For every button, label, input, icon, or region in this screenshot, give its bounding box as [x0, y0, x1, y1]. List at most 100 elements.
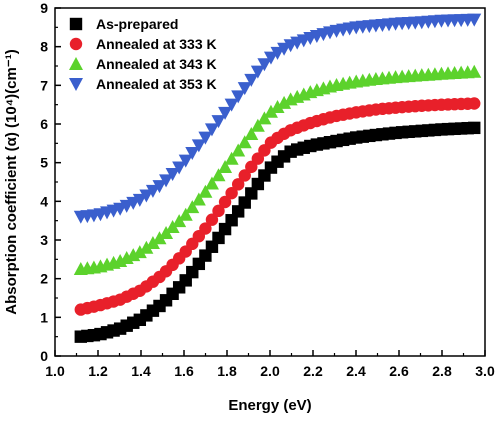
data-point [198, 184, 213, 198]
legend-item: Annealed at 353 K [69, 76, 217, 92]
legend-label: Annealed at 343 K [96, 56, 217, 72]
x-axis-title: Energy (eV) [228, 397, 311, 414]
data-point [244, 127, 259, 141]
data-point [263, 51, 278, 65]
data-point [468, 97, 481, 110]
x-tick-label: 1.0 [45, 363, 65, 379]
y-tick-label: 8 [40, 39, 48, 55]
y-axis-title: Absorption coefficient (α) (10⁴)(cm⁻¹) [3, 49, 20, 314]
data-point [467, 64, 482, 78]
data-point [145, 184, 160, 198]
data-point [178, 154, 193, 168]
data-markers [73, 13, 482, 343]
legend: As-prepared Annealed at 333 K Annealed at … [69, 16, 217, 92]
x-axis-ticks: 1.0 1.2 1.4 1.6 1.8 2.0 2.2 2.4 2.6 2.8 3.0 [45, 350, 495, 379]
data-point [211, 168, 226, 182]
data-point [251, 152, 265, 165]
data-point [152, 231, 167, 245]
data-point [204, 123, 219, 137]
x-tick-label: 2.6 [389, 363, 409, 379]
series-1 [74, 97, 481, 316]
data-point [237, 135, 252, 149]
data-point [185, 146, 200, 160]
x-tick-label: 1.2 [88, 363, 108, 379]
y-tick-label: 1 [40, 309, 48, 325]
data-point [468, 121, 481, 135]
data-point [245, 160, 258, 174]
legend-marker [69, 17, 83, 31]
data-point [172, 161, 187, 175]
data-point [205, 213, 219, 226]
legend-label: Annealed at 353 K [96, 76, 217, 92]
x-tick-label: 1.8 [217, 363, 237, 379]
x-tick-label: 1.4 [131, 363, 151, 379]
y-tick-label: 2 [40, 271, 48, 287]
data-point [224, 151, 239, 165]
data-point [231, 178, 245, 191]
y-tick-label: 3 [40, 232, 48, 248]
legend-item: Annealed at 343 K [69, 56, 217, 72]
data-point [277, 95, 292, 109]
data-point [212, 204, 225, 218]
data-point [199, 222, 212, 235]
data-point [270, 99, 285, 113]
data-point [204, 176, 219, 190]
legend-item: Annealed at 333 K [69, 36, 217, 52]
data-point [191, 139, 206, 153]
data-point [198, 131, 213, 145]
x-tick-label: 2.2 [303, 363, 323, 379]
data-point [245, 187, 258, 200]
legend-item: As-prepared [69, 16, 178, 32]
series-2 [73, 64, 482, 275]
data-point [145, 236, 160, 250]
series-3 [73, 13, 482, 224]
data-point [139, 189, 154, 203]
data-point [231, 90, 246, 104]
data-point [224, 98, 239, 112]
data-point [270, 46, 285, 60]
data-point [191, 192, 206, 206]
y-tick-label: 5 [40, 155, 48, 171]
data-point [132, 245, 147, 259]
x-tick-label: 2.8 [432, 363, 452, 379]
y-tick-label: 4 [40, 193, 48, 209]
x-tick-label: 2.0 [260, 363, 280, 379]
data-point [132, 193, 147, 207]
y-tick-label: 6 [40, 116, 48, 132]
data-point [237, 82, 252, 96]
data-point [263, 104, 278, 118]
data-point [139, 240, 154, 254]
data-point [467, 13, 482, 27]
x-tick-label: 2.4 [346, 363, 366, 379]
data-point [165, 167, 180, 181]
data-point [211, 115, 226, 129]
y-tick-label: 0 [40, 348, 48, 364]
data-point [250, 65, 265, 79]
data-point [257, 111, 272, 125]
data-point [159, 174, 174, 188]
y-tick-label: 9 [40, 0, 48, 16]
data-point [178, 207, 193, 221]
data-point [257, 58, 272, 72]
legend-label: Annealed at 333 K [96, 36, 217, 52]
data-point [238, 169, 251, 182]
legend-marker [69, 78, 83, 91]
data-point [244, 73, 259, 87]
x-tick-label: 1.6 [174, 363, 194, 379]
data-point [225, 186, 238, 200]
legend-label: As-prepared [96, 16, 178, 32]
data-point [152, 180, 167, 194]
series-0 [74, 121, 481, 343]
legend-marker [69, 57, 83, 70]
data-point [250, 118, 265, 132]
data-point [218, 160, 233, 174]
data-point [218, 106, 233, 120]
y-axis-ticks: 0 1 2 3 4 5 6 7 8 9 [40, 0, 61, 364]
data-point [218, 195, 232, 209]
x-tick-label: 3.0 [475, 363, 495, 379]
y-tick-label: 7 [40, 77, 48, 93]
legend-marker [69, 37, 83, 51]
data-point [231, 143, 246, 157]
data-point [185, 200, 200, 214]
